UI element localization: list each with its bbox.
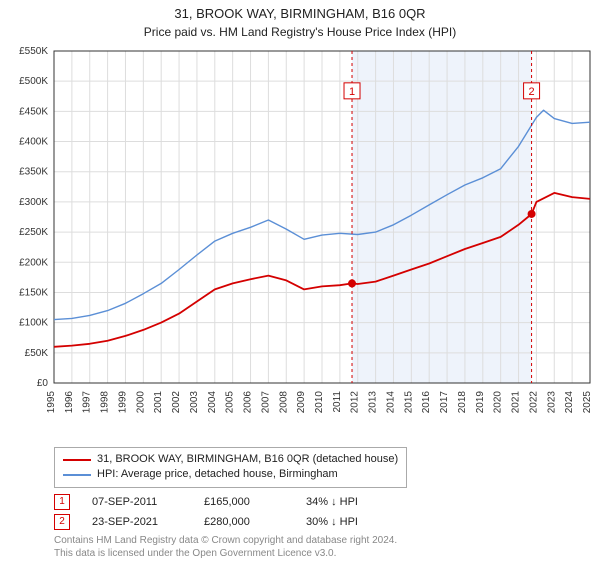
svg-text:£450K: £450K — [19, 106, 48, 117]
event-row: 2 23-SEP-2021 £280,000 30% ↓ HPI — [54, 514, 590, 530]
svg-text:2025: 2025 — [582, 390, 593, 413]
svg-text:2009: 2009 — [296, 390, 307, 413]
svg-text:2023: 2023 — [546, 390, 557, 413]
svg-text:1997: 1997 — [82, 390, 93, 413]
chart-svg: £0 £50K £100K £150K £200K £250K £300K £350K £400… — [0, 43, 600, 443]
legend-label: HPI: Average price, detached house, Birm… — [97, 467, 338, 482]
event-delta: 30% ↓ HPI — [306, 516, 406, 528]
svg-text:2003: 2003 — [189, 390, 200, 413]
chart-subtitle: Price paid vs. HM Land Registry's House … — [0, 25, 600, 39]
event-date: 07-SEP-2011 — [92, 496, 182, 508]
legend-label: 31, BROOK WAY, BIRMINGHAM, B16 0QR (deta… — [97, 452, 398, 467]
event-delta: 34% ↓ HPI — [306, 496, 406, 508]
chart-title: 31, BROOK WAY, BIRMINGHAM, B16 0QR — [0, 6, 600, 23]
event-date: 23-SEP-2021 — [92, 516, 182, 528]
svg-text:£550K: £550K — [19, 46, 48, 57]
svg-text:2017: 2017 — [439, 390, 450, 413]
svg-text:1996: 1996 — [64, 390, 75, 413]
svg-text:1995: 1995 — [46, 390, 57, 413]
svg-text:1: 1 — [349, 86, 355, 98]
svg-text:2016: 2016 — [421, 390, 432, 413]
footnote-line: This data is licensed under the Open Gov… — [54, 547, 590, 560]
legend-box: 31, BROOK WAY, BIRMINGHAM, B16 0QR (deta… — [54, 447, 407, 488]
legend-row: HPI: Average price, detached house, Birm… — [63, 467, 398, 482]
svg-text:2006: 2006 — [243, 390, 254, 413]
event-price: £280,000 — [204, 516, 284, 528]
svg-text:1999: 1999 — [117, 390, 128, 413]
svg-text:2001: 2001 — [153, 390, 164, 413]
svg-text:2007: 2007 — [260, 390, 271, 413]
footnote-line: Contains HM Land Registry data © Crown c… — [54, 534, 590, 547]
events-table: 1 07-SEP-2011 £165,000 34% ↓ HPI 2 23-SE… — [54, 494, 590, 530]
svg-text:2011: 2011 — [332, 390, 343, 412]
svg-text:2024: 2024 — [564, 390, 575, 413]
svg-text:2021: 2021 — [511, 390, 522, 413]
svg-text:2002: 2002 — [171, 390, 182, 413]
event-row: 1 07-SEP-2011 £165,000 34% ↓ HPI — [54, 494, 590, 510]
svg-text:1998: 1998 — [100, 390, 111, 413]
legend-swatch — [63, 459, 91, 461]
legend-swatch — [63, 474, 91, 476]
svg-text:2005: 2005 — [225, 390, 236, 413]
svg-text:£400K: £400K — [19, 136, 48, 147]
svg-text:£500K: £500K — [19, 76, 48, 87]
svg-text:2014: 2014 — [385, 390, 396, 413]
svg-text:£350K: £350K — [19, 167, 48, 178]
svg-text:2013: 2013 — [368, 390, 379, 413]
svg-text:2010: 2010 — [314, 390, 325, 413]
svg-text:2000: 2000 — [135, 390, 146, 413]
svg-text:£200K: £200K — [19, 257, 48, 268]
legend-row: 31, BROOK WAY, BIRMINGHAM, B16 0QR (deta… — [63, 452, 398, 467]
svg-text:£250K: £250K — [19, 227, 48, 238]
svg-text:£150K: £150K — [19, 287, 48, 298]
event-marker-box: 2 — [54, 514, 70, 530]
svg-text:2004: 2004 — [207, 390, 218, 413]
svg-text:£100K: £100K — [19, 318, 48, 329]
event-price: £165,000 — [204, 496, 284, 508]
svg-text:2020: 2020 — [493, 390, 504, 413]
event-marker-box: 1 — [54, 494, 70, 510]
svg-text:2008: 2008 — [278, 390, 289, 413]
svg-text:2: 2 — [529, 86, 535, 98]
svg-text:2012: 2012 — [350, 390, 361, 413]
chart-area: £0 £50K £100K £150K £200K £250K £300K £350K £400… — [0, 43, 600, 443]
svg-text:£300K: £300K — [19, 197, 48, 208]
svg-text:2019: 2019 — [475, 390, 486, 413]
svg-text:2018: 2018 — [457, 390, 468, 413]
svg-text:2022: 2022 — [528, 390, 539, 413]
svg-text:2015: 2015 — [403, 390, 414, 413]
svg-text:£0: £0 — [37, 378, 49, 389]
footnote: Contains HM Land Registry data © Crown c… — [54, 534, 590, 560]
svg-text:£50K: £50K — [25, 348, 49, 359]
